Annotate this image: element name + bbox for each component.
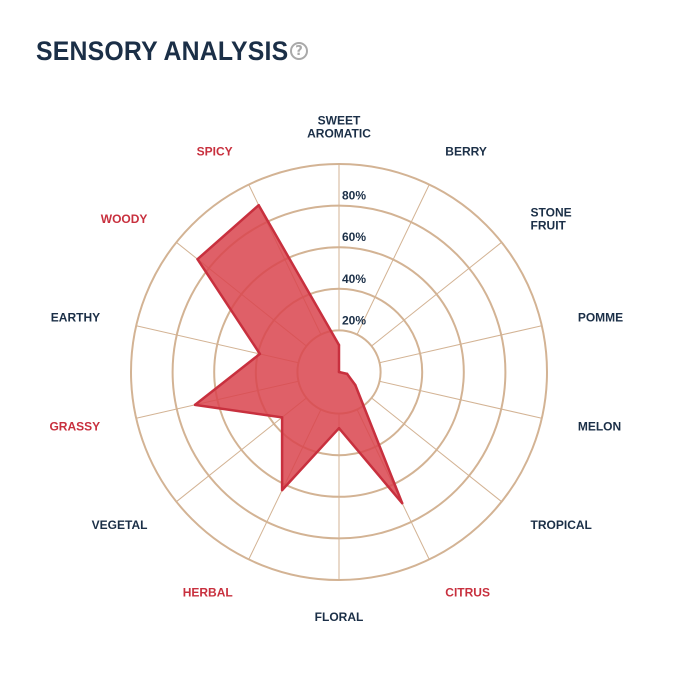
data-point xyxy=(257,204,260,207)
axis-label: VEGETAL xyxy=(92,518,148,532)
data-point xyxy=(337,426,341,430)
data-point xyxy=(354,383,357,387)
radar-axis-labels: SWEET AROMATIC BERRY STONE FRUIT POMME MELON TR… xyxy=(49,114,623,625)
tick-label: 20% xyxy=(342,313,366,327)
tick-label: 40% xyxy=(342,272,366,286)
axis-label: BERRY xyxy=(445,144,487,158)
radar-tick-labels: 20% 40% 60% 80% xyxy=(342,189,366,328)
data-point xyxy=(280,416,284,419)
data-point xyxy=(400,501,404,505)
tick-label: 80% xyxy=(342,189,366,203)
tick-label: 60% xyxy=(342,230,366,244)
grid-spoke xyxy=(371,241,502,347)
data-point xyxy=(280,488,284,492)
axis-label: MELON xyxy=(578,420,621,434)
series-area xyxy=(193,203,404,505)
axis-label: SPICY xyxy=(197,144,233,158)
axis-label: STONE FRUIT xyxy=(531,206,572,233)
radar-series xyxy=(193,203,404,505)
axis-label: SWEET AROMATIC xyxy=(307,114,371,141)
grid-spoke xyxy=(371,397,502,503)
grid-spoke xyxy=(379,380,542,419)
axis-label: POMME xyxy=(578,310,623,324)
axis-label: WOODY xyxy=(101,212,148,226)
page-title: SENSORY ANALYSIS xyxy=(36,36,289,66)
data-point xyxy=(258,352,262,356)
axis-label: TROPICAL xyxy=(531,518,592,532)
data-point xyxy=(345,372,349,376)
grid-spoke xyxy=(356,184,430,335)
data-point xyxy=(196,257,199,261)
data-point xyxy=(337,370,341,374)
data-point xyxy=(337,343,341,347)
axis-label: CITRUS xyxy=(445,586,490,600)
axis-label: FLORAL xyxy=(315,610,364,624)
axis-label: HERBAL xyxy=(183,586,233,600)
data-point xyxy=(193,403,197,407)
grid-spoke xyxy=(379,325,542,364)
help-icon[interactable]: ? xyxy=(290,42,308,60)
header: SENSORY ANALYSIS ? xyxy=(36,36,310,67)
axis-label: EARTHY xyxy=(51,310,100,324)
axis-label: GRASSY xyxy=(49,420,100,434)
